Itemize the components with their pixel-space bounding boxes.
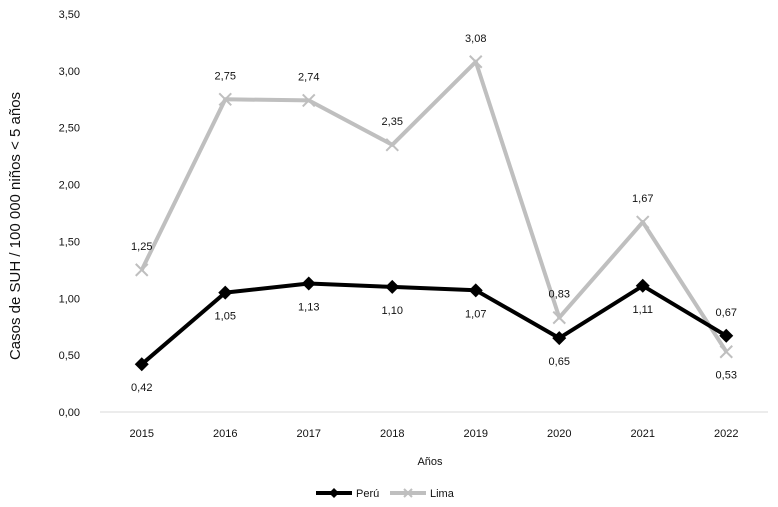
data-point: [552, 310, 566, 325]
data-label: 0,65: [549, 356, 570, 368]
y-axis-ticks: 0,00 0,50 1,00 1,50 2,00 2,50 3,00 3,50: [59, 9, 80, 419]
legend-label: Perú: [356, 488, 379, 500]
legend-item-per: Perú: [316, 488, 379, 500]
data-point: [134, 357, 149, 372]
data-point: [635, 278, 650, 293]
data-label: 1,10: [382, 305, 403, 317]
data-point: [385, 138, 399, 152]
y-tick-label: 3,50: [59, 9, 80, 21]
y-tick-label: 2,50: [59, 123, 80, 135]
legend-item-lima: Lima: [390, 488, 455, 500]
data-point: [469, 55, 483, 69]
data-label: 1,25: [131, 241, 152, 253]
y-tick-label: 0,50: [59, 350, 80, 362]
data-label: 2,35: [382, 116, 403, 128]
x-tick-label: 2018: [380, 428, 404, 440]
data-label: 0,83: [549, 289, 570, 301]
x-axis-title: Años: [417, 456, 443, 468]
data-label: 1,13: [298, 302, 319, 314]
data-point: [302, 93, 316, 108]
y-tick-label: 2,00: [59, 180, 80, 192]
data-point: [135, 263, 149, 277]
data-label: 2,74: [298, 71, 319, 83]
y-tick-label: 0,00: [59, 407, 80, 419]
data-label: 0,53: [716, 370, 737, 382]
data-point: [301, 276, 316, 291]
legend: Perú Lima: [316, 488, 455, 500]
data-label: 1,67: [632, 193, 653, 205]
data-point: [385, 279, 400, 294]
data-label: 0,67: [716, 307, 737, 319]
series-line: [140, 59, 728, 353]
data-label: 1,11: [632, 304, 653, 316]
data-point: [636, 215, 650, 229]
series-lima: [135, 55, 733, 359]
series-per: [134, 276, 734, 372]
legend-swatch-marker: [329, 488, 339, 498]
x-tick-label: 2022: [714, 428, 738, 440]
legend-label: Lima: [430, 488, 455, 500]
x-tick-label: 2015: [130, 428, 154, 440]
data-label: 1,05: [215, 311, 236, 323]
y-axis-title: Casos de SUH / 100 000 niños < 5 años: [7, 92, 24, 360]
x-tick-label: 2020: [547, 428, 571, 440]
data-point: [719, 345, 733, 359]
x-tick-label: 2016: [213, 428, 237, 440]
data-point: [218, 92, 232, 106]
data-point: [719, 328, 734, 343]
y-tick-label: 3,00: [59, 66, 80, 78]
data-point: [468, 283, 483, 298]
data-point: [218, 285, 233, 300]
data-label: 0,42: [131, 382, 152, 394]
series-line: [140, 281, 728, 366]
data-labels: 0,42 1,05 1,13 1,10 1,07 0,65 1,11 0,67 1,25 2,75…: [131, 33, 737, 394]
x-tick-label: 2017: [297, 428, 321, 440]
data-label: 2,75: [215, 70, 236, 82]
series-layer: [134, 55, 734, 372]
x-axis-ticks: 2015 2016 2017 2018 2019 2020 2021 2022: [130, 428, 739, 440]
x-tick-label: 2021: [631, 428, 655, 440]
data-label: 3,08: [465, 33, 486, 45]
data-point: [552, 331, 567, 346]
legend-swatch-marker: [403, 488, 413, 498]
data-label: 1,07: [465, 308, 486, 320]
x-tick-label: 2019: [464, 428, 488, 440]
y-tick-label: 1,00: [59, 293, 80, 305]
y-tick-label: 1,50: [59, 236, 80, 248]
